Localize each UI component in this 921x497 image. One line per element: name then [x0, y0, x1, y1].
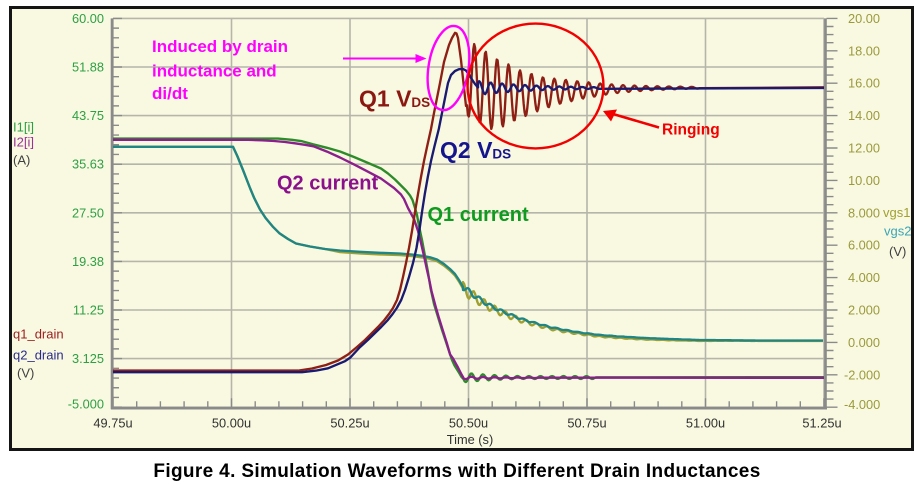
svg-text:51.25u: 51.25u — [802, 416, 841, 431]
svg-text:10.00: 10.00 — [848, 173, 880, 188]
svg-text:14.00: 14.00 — [848, 108, 880, 123]
svg-text:Q2 current: Q2 current — [277, 173, 378, 195]
svg-text:(A): (A) — [13, 153, 30, 168]
svg-text:vgs1: vgs1 — [883, 205, 910, 220]
svg-text:12.00: 12.00 — [848, 141, 880, 156]
svg-text:51.88: 51.88 — [72, 60, 104, 75]
svg-text:di/dt: di/dt — [152, 84, 188, 103]
svg-text:inductance and: inductance and — [152, 62, 277, 81]
svg-text:3.125: 3.125 — [72, 351, 104, 366]
svg-text:50.00u: 50.00u — [212, 416, 251, 431]
svg-text:60.00: 60.00 — [72, 11, 104, 26]
svg-text:19.38: 19.38 — [72, 254, 104, 269]
svg-text:I1[i]: I1[i] — [13, 120, 34, 135]
svg-text:18.00: 18.00 — [848, 43, 880, 58]
svg-text:20.00: 20.00 — [848, 11, 880, 26]
svg-text:-2.000: -2.000 — [844, 367, 880, 382]
svg-text:4.000: 4.000 — [848, 270, 880, 285]
svg-text:q1_drain: q1_drain — [13, 327, 64, 342]
svg-text:16.00: 16.00 — [848, 76, 880, 91]
svg-text:Q1 VDS: Q1 VDS — [359, 86, 430, 112]
svg-text:49.75u: 49.75u — [93, 416, 132, 431]
svg-text:-4.000: -4.000 — [844, 397, 880, 412]
svg-text:27.50: 27.50 — [72, 205, 104, 220]
svg-text:q2_drain: q2_drain — [13, 348, 64, 363]
svg-text:35.63: 35.63 — [72, 157, 104, 172]
svg-text:0.000: 0.000 — [848, 335, 880, 350]
svg-text:Ringing: Ringing — [662, 122, 720, 139]
svg-text:-5.000: -5.000 — [68, 396, 104, 411]
svg-text:I2[i]: I2[i] — [13, 135, 34, 150]
svg-text:43.75: 43.75 — [72, 108, 104, 123]
svg-text:Q1 current: Q1 current — [428, 204, 529, 226]
svg-text:50.25u: 50.25u — [330, 416, 369, 431]
svg-text:50.75u: 50.75u — [567, 416, 606, 431]
svg-text:2.000: 2.000 — [848, 303, 880, 318]
svg-text:vgs2: vgs2 — [884, 224, 911, 239]
svg-text:Time (s): Time (s) — [447, 432, 493, 447]
svg-text:51.00u: 51.00u — [686, 416, 725, 431]
svg-text:50.50u: 50.50u — [449, 416, 488, 431]
svg-text:(V): (V) — [889, 244, 906, 259]
svg-text:8.000: 8.000 — [848, 205, 880, 220]
svg-text:(V): (V) — [17, 366, 34, 381]
svg-text:Induced by drain: Induced by drain — [152, 37, 288, 56]
svg-text:6.000: 6.000 — [848, 238, 880, 253]
svg-text:11.25: 11.25 — [73, 303, 104, 318]
